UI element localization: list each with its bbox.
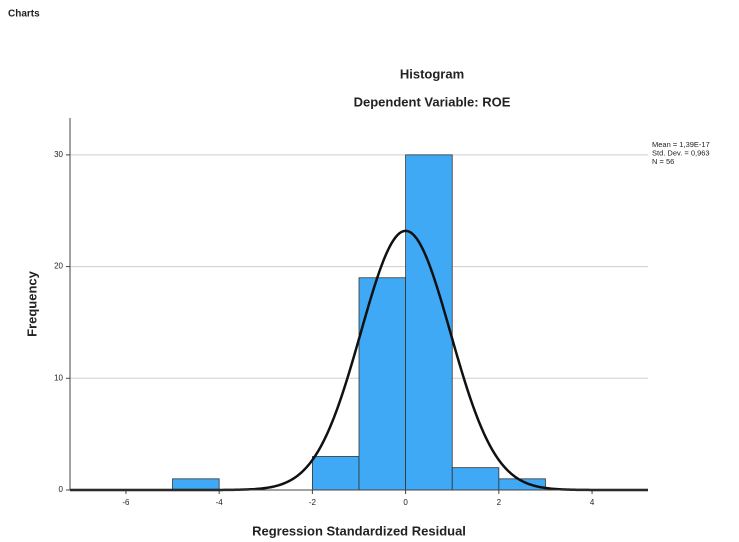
y-tick-label: 20 [54,262,63,271]
chart-subtitle: Dependent Variable: ROE [354,94,511,109]
y-tick-label: 30 [54,150,63,159]
y-tick-label: 10 [54,373,63,382]
bar [405,154,453,491]
x-tick-label: 2 [497,498,502,507]
chart-title: Histogram [400,66,464,81]
stat-label: Mean = 1,39E-17 [652,140,710,149]
x-tick-label: -4 [216,498,224,507]
x-axis-label: Regression Standardized Residual [252,523,466,538]
y-tick-label: 0 [59,485,64,494]
x-tick-label: 0 [403,498,408,507]
bar [172,478,220,491]
page-heading: Charts [8,9,40,20]
stat-label: Std. Dev. = 0,963 [652,148,710,157]
x-tick-label: -2 [309,498,317,507]
bar [311,456,360,491]
y-axis-label: Frequency [24,270,39,337]
x-tick-label: 4 [590,498,595,507]
stat-label: N = 56 [652,157,674,166]
bar [451,467,500,491]
x-tick-label: -6 [122,498,130,507]
bar [358,277,407,491]
